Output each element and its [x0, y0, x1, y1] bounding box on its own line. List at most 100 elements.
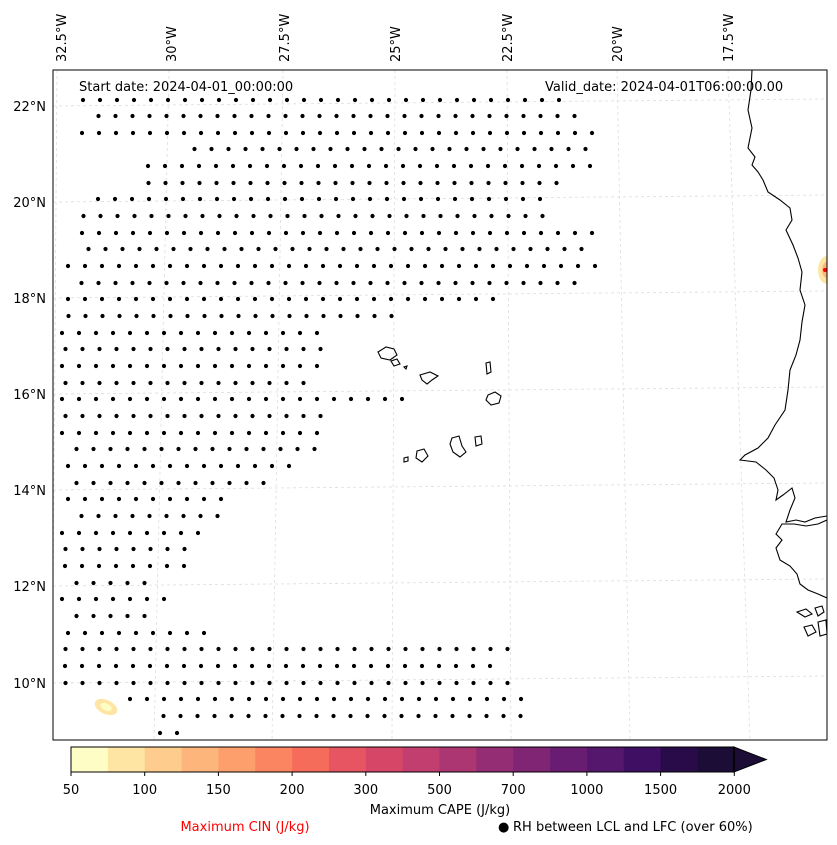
africa-coastline	[738, 70, 827, 523]
rh-dot	[453, 663, 459, 669]
rh-dot	[403, 97, 409, 103]
rh-dot	[150, 630, 156, 636]
rh-dot	[436, 230, 442, 236]
colorbar-segment	[439, 747, 477, 772]
rh-dot	[467, 696, 473, 702]
rh-dot	[113, 230, 119, 236]
rh-dot	[336, 213, 341, 219]
colorbar-tick-labels: 50 100 150 200 300 500 700 1000 1500 2000	[63, 772, 751, 798]
lat-tick-labels: 22°N 20°N 18°N 16°N 14°N 12°N 10°N	[13, 100, 46, 692]
rh-dot	[488, 680, 493, 686]
rh-dot	[267, 680, 272, 686]
rh-dot	[504, 280, 509, 286]
rh-dot	[365, 713, 370, 719]
island-sao-vicente	[390, 358, 401, 367]
rh-dot	[165, 413, 170, 419]
rh-dot	[386, 97, 392, 103]
rh-dot	[519, 163, 525, 169]
rh-dot	[184, 263, 190, 269]
rh-dot	[144, 430, 150, 436]
rh-dot	[335, 97, 341, 103]
rh-dot	[318, 97, 324, 103]
gridlines	[53, 70, 827, 740]
lat-tick-label: 16°N	[13, 388, 46, 403]
rh-dot	[267, 346, 272, 352]
rh-dot	[314, 713, 319, 719]
rh-dot	[59, 530, 65, 536]
rh-dot	[260, 146, 265, 152]
rh-dot	[555, 113, 560, 119]
rh-dot	[300, 113, 305, 119]
lon-tick-labels: 32.5°W 30°W 27.5°W 25°W 22.5°W 20°W 17.5…	[55, 14, 737, 62]
start-date: Start date: 2024-04-01_00:00:00	[79, 80, 293, 95]
guinea-coast	[795, 605, 827, 637]
island-brava	[403, 456, 409, 463]
rh-dot	[300, 230, 306, 236]
rh-dot	[231, 180, 236, 186]
rh-dot	[162, 163, 168, 169]
rh-dot	[161, 396, 167, 402]
rh-dot	[180, 196, 186, 202]
rh-dot	[317, 130, 323, 136]
rh-dot	[222, 246, 227, 252]
rh-dot	[249, 130, 255, 136]
rh-dot	[302, 213, 307, 219]
rh-dot	[392, 246, 397, 252]
lat-tick-label: 10°N	[13, 677, 46, 692]
rh-dot	[436, 280, 441, 286]
rh-dot	[554, 180, 559, 186]
rh-dot	[520, 196, 526, 202]
rh-dot	[215, 130, 221, 136]
island-sal	[485, 361, 492, 375]
rh-dot	[250, 97, 256, 103]
rh-dot	[283, 663, 289, 669]
rh-dot	[250, 346, 255, 352]
rh-dot	[494, 246, 499, 252]
rh-dot	[505, 646, 510, 652]
rh-dot	[167, 463, 173, 469]
rh-dot	[120, 246, 125, 252]
rh-dot	[320, 296, 326, 302]
rh-dot	[216, 380, 221, 386]
rh-dot	[384, 196, 390, 202]
rh-dot	[226, 146, 231, 152]
rh-dot	[231, 196, 237, 202]
rh-dot	[195, 396, 201, 402]
rh-dot	[83, 313, 88, 319]
rh-dot	[217, 213, 222, 219]
rh-dot	[201, 630, 207, 636]
rh-dot	[98, 213, 103, 219]
colorbar-segment	[586, 747, 625, 772]
rh-dot	[324, 246, 329, 252]
rh-dot	[270, 313, 275, 319]
rh-dot	[96, 130, 102, 136]
rh-dot	[283, 130, 289, 136]
rh-dot	[345, 146, 350, 152]
rh-dot	[350, 180, 355, 186]
rh-dot	[65, 463, 71, 469]
rh-dot	[454, 680, 459, 686]
rh-dot	[163, 196, 169, 202]
rh-dot	[131, 97, 137, 103]
cin-legend-label: Maximum CIN (J/kg)	[180, 820, 309, 835]
rh-dot	[304, 313, 309, 319]
rh-dot	[96, 230, 102, 236]
rh-dot	[317, 663, 323, 669]
lon-tick-label: 25°W	[389, 26, 404, 62]
rh-dot	[108, 580, 113, 586]
rh-dot	[437, 680, 442, 686]
rh-dot	[278, 446, 283, 452]
cape-colorbar	[70, 746, 768, 773]
rh-dot	[150, 496, 156, 502]
rh-dot	[487, 663, 493, 669]
colorbar-segment	[255, 747, 293, 772]
rh-dot	[277, 146, 282, 152]
rh-dot	[127, 330, 133, 336]
rh-dot	[402, 113, 407, 119]
rh-dot	[246, 396, 252, 402]
rh-dot	[148, 546, 153, 552]
rh-dot	[371, 263, 377, 269]
rh-dot	[280, 330, 286, 336]
rh-dot	[366, 163, 372, 169]
rh-dot	[79, 563, 85, 569]
